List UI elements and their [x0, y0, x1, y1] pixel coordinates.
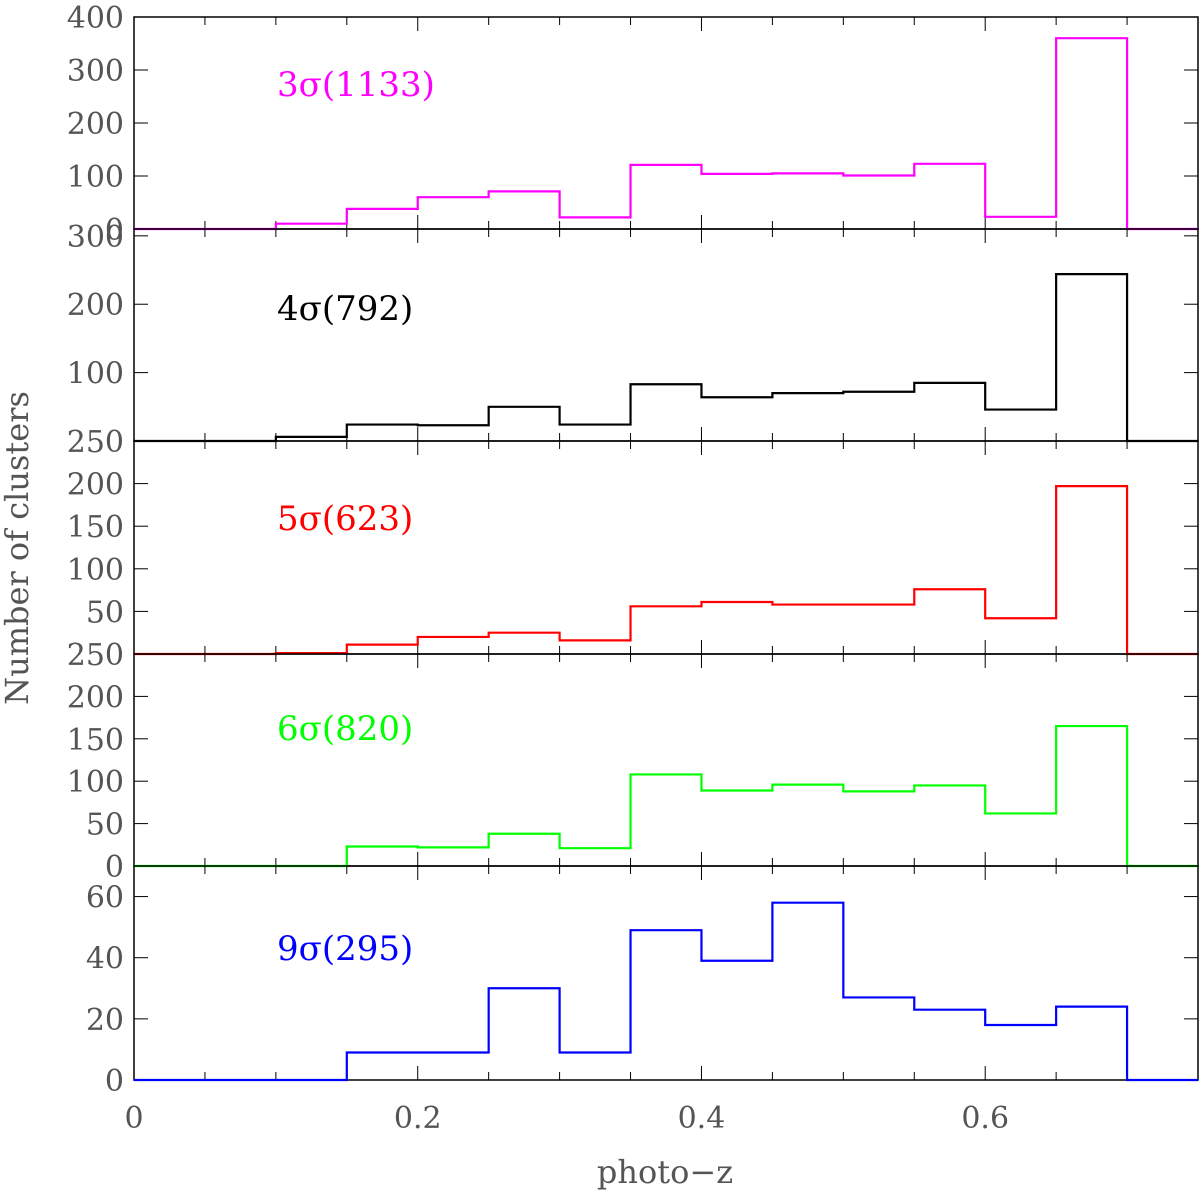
y-tick-label: 200: [67, 107, 124, 142]
series-label: 4σ(792): [277, 289, 413, 329]
panel-frame: [133, 865, 1199, 1081]
x-axis: 0 0.2 0.4 0.6: [124, 1101, 1009, 1136]
y-tick-label: 50: [86, 808, 124, 843]
y-tick-label: 0: [105, 213, 124, 248]
y-tick-label: 20: [86, 1003, 124, 1038]
y-tick-label: 0: [105, 850, 124, 885]
series-label: 3σ(1133): [277, 65, 435, 105]
series-label: 9σ(295): [277, 929, 413, 969]
panel-3: 250 200 150 100 50 5σ(623): [67, 425, 1199, 656]
y-tick-label: 100: [67, 160, 124, 195]
y-tick-label: 400: [67, 1, 124, 36]
panels-group: 01002003004003σ(1133)1002003004σ(792)250…: [67, 1, 1199, 1099]
x-tick-label: 0.6: [961, 1101, 1009, 1136]
series-label: 6σ(820): [277, 709, 413, 749]
histogram-series: [134, 485, 1198, 656]
panel-2: 100 200 300 4σ(792): [67, 220, 1199, 443]
y-tick-label: 150: [67, 723, 124, 758]
histogram-series: [134, 901, 1198, 1082]
y-tick-label: 50: [86, 595, 124, 630]
y-tick-label: 150: [67, 510, 124, 545]
histogram-series: [134, 273, 1198, 443]
histogram-series: [134, 37, 1198, 231]
x-tick-label: 0.4: [678, 1101, 726, 1136]
panel-frame: [133, 653, 1199, 867]
histogram-series: [134, 724, 1198, 868]
y-tick-label: 40: [86, 942, 124, 977]
panel-5: 0 20 40 60 9σ(295): [86, 865, 1199, 1099]
y-tick-label: 60: [86, 881, 124, 916]
y-tick-label: 200: [67, 468, 124, 503]
y-tick-label: 300: [67, 220, 124, 255]
y-tick-label: 300: [67, 54, 124, 89]
y-tick-label: 200: [67, 680, 124, 715]
y-tick-label: 100: [67, 357, 124, 392]
panel-frame: [133, 16, 1199, 230]
panel-1: 0 100 200 300 400 3σ(1133): [67, 1, 1199, 248]
y-tick-label: 200: [67, 288, 124, 323]
panel-4: 250 200 150 100 50 0 6σ(820): [67, 638, 1199, 885]
x-axis-label: photo−z: [597, 1153, 733, 1191]
y-tick-label: 250: [67, 425, 124, 460]
y-tick-label: 100: [67, 553, 124, 588]
y-axis-label: Number of clusters: [0, 391, 36, 705]
panel-frame: [133, 440, 1199, 655]
y-tick-label: 250: [67, 638, 124, 673]
y-tick-label: 100: [67, 765, 124, 800]
x-tick-label: 0.2: [394, 1101, 442, 1136]
series-label: 5σ(623): [277, 499, 413, 539]
y-tick-label: 0: [105, 1064, 124, 1099]
x-tick-label: 0: [124, 1101, 143, 1136]
